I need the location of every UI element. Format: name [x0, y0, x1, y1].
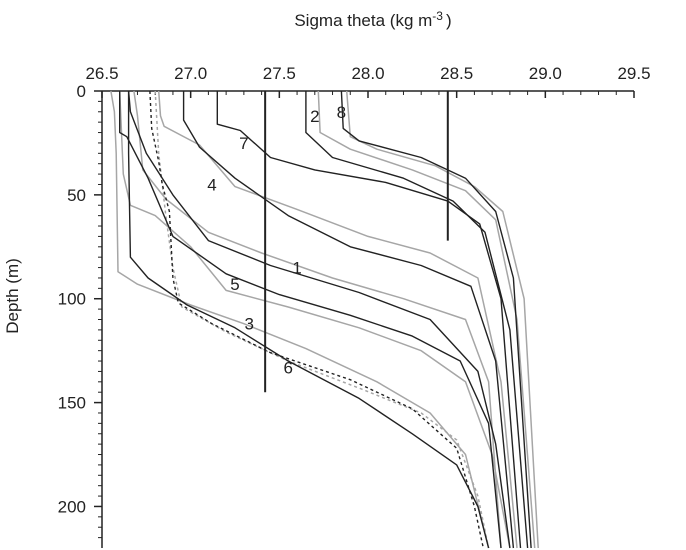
y-axis-title: Depth (m): [3, 258, 22, 334]
series-layer: [110, 90, 539, 549]
density-profile-line: [157, 90, 518, 549]
x-tick-label: 27.5: [263, 64, 296, 83]
profile-number-label: 2: [310, 107, 319, 126]
density-profile-line: [127, 91, 490, 549]
density-profile-line: [317, 90, 536, 549]
profile-labels: 2 8 7 4 1 5 3 6: [207, 103, 346, 378]
x-axis-title: Sigma theta (kg m-3): [294, 9, 451, 30]
x-tick-label: 28.5: [440, 64, 473, 83]
profile-number-label: 8: [337, 103, 346, 122]
density-profile-line: [216, 91, 522, 549]
x-axis: 26.5 27.0 27.5 28.0 28.5 29.0 29.5: [85, 64, 651, 98]
y-axis: 0 50 100 150 200: [58, 82, 103, 548]
density-profile-line: [119, 91, 502, 549]
x-tick-label: 27.0: [174, 64, 207, 83]
x-tick-label: 28.0: [351, 64, 384, 83]
density-profile-line: [305, 91, 529, 549]
x-tick-label: 26.5: [85, 64, 118, 83]
density-profile-line: [182, 91, 515, 549]
reference-lines: [264, 91, 449, 393]
x-tick-label: 29.0: [529, 64, 562, 83]
profile-number-label: 7: [239, 134, 248, 153]
density-profile-line: [345, 90, 539, 549]
density-profile-line: [118, 90, 511, 549]
profile-number-label: 5: [230, 275, 239, 294]
y-tick-label: 200: [58, 497, 86, 516]
profile-number-label: 1: [292, 259, 301, 278]
profile-number-label: 6: [283, 358, 292, 377]
density-profile-line: [127, 90, 511, 549]
x-tick-label: 29.5: [617, 64, 650, 83]
profile-number-label: 3: [244, 315, 253, 334]
profile-number-label: 4: [207, 175, 216, 194]
density-profile-line: [133, 90, 502, 549]
y-tick-label: 0: [77, 82, 86, 101]
density-profile-line: [110, 90, 490, 549]
y-tick-label: 150: [58, 394, 86, 413]
density-profile-line: [340, 90, 532, 549]
y-tick-label: 50: [67, 186, 86, 205]
density-profile-line: [149, 90, 484, 549]
y-tick-label: 100: [58, 290, 86, 309]
density-profile-line: [154, 90, 490, 549]
